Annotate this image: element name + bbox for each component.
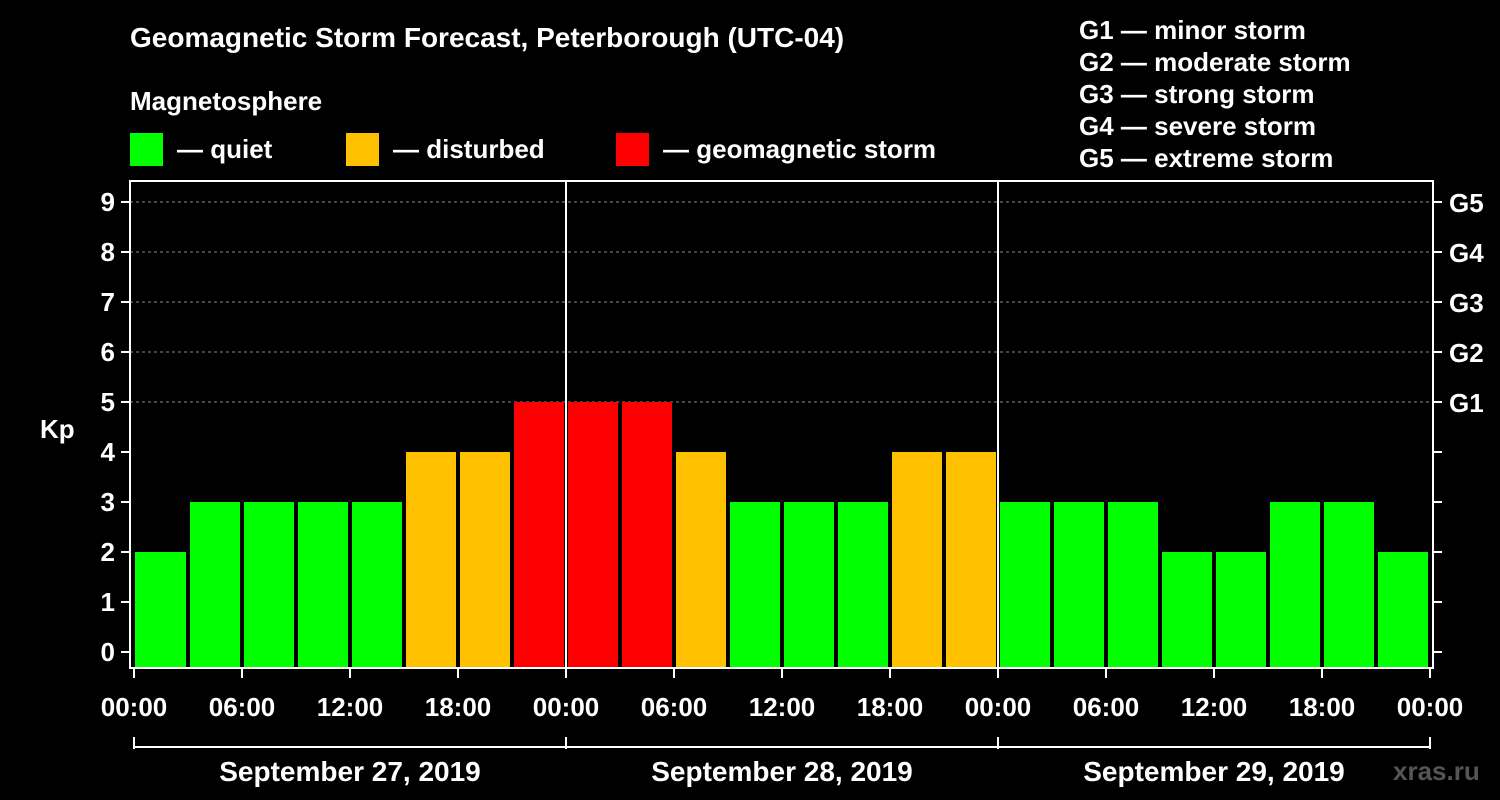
kp-bar	[730, 502, 780, 668]
kp-bar	[190, 502, 240, 668]
x-tick-label: 00:00	[101, 692, 168, 722]
kp-bar	[838, 502, 888, 668]
kp-bar	[1000, 502, 1050, 668]
y-tick-label: 3	[101, 487, 115, 517]
kp-bar	[1216, 552, 1266, 668]
kp-bar	[1270, 502, 1320, 668]
g-level-label: G5	[1449, 188, 1484, 218]
x-tick-label: 06:00	[209, 692, 276, 722]
kp-bar	[352, 502, 402, 668]
kp-bar	[1054, 502, 1104, 668]
y-tick-label: 9	[101, 187, 115, 217]
kp-bar	[298, 502, 348, 668]
kp-bar	[406, 452, 456, 668]
storm-level-legend: G1 — minor storm G2 — moderate storm G3 …	[1079, 14, 1351, 174]
g-level-label: G2	[1449, 338, 1484, 368]
x-tick-label: 06:00	[1073, 692, 1140, 722]
g-level-label: G1	[1449, 388, 1484, 418]
x-tick-label: 12:00	[317, 692, 384, 722]
y-axis-label: Kp	[40, 414, 75, 444]
kp-bar	[892, 452, 942, 668]
kp-bar	[135, 552, 186, 668]
y-tick-label: 8	[101, 237, 115, 267]
x-tick-label: 06:00	[641, 692, 708, 722]
day-label: September 28, 2019	[651, 756, 913, 787]
x-tick-label: 18:00	[425, 692, 492, 722]
kp-bar	[1108, 502, 1158, 668]
kp-bar	[568, 402, 618, 668]
g-level-label: G3	[1449, 288, 1484, 318]
kp-bar	[460, 452, 510, 668]
y-tick-label: 4	[101, 437, 116, 467]
watermark: xras.ru	[1393, 756, 1480, 786]
storm-level-g3: G3 — strong storm	[1079, 79, 1315, 109]
kp-bar	[514, 402, 564, 668]
legend-swatch-storm	[616, 132, 649, 166]
x-tick-label: 12:00	[1181, 692, 1248, 722]
legend-label-storm: — geomagnetic storm	[663, 133, 937, 164]
kp-bar	[1324, 502, 1374, 668]
legend-item-disturbed: — disturbed	[346, 132, 545, 166]
kp-bar	[622, 402, 672, 668]
y-tick-label: 1	[101, 587, 115, 617]
legend-swatch-quiet	[130, 132, 163, 166]
legend-label-quiet: — quiet	[177, 133, 273, 164]
kp-bar	[1162, 552, 1212, 668]
kp-bar	[244, 502, 294, 668]
storm-level-g1: G1 — minor storm	[1079, 15, 1306, 45]
x-tick-label: 12:00	[749, 692, 816, 722]
y-tick-label: 2	[101, 537, 115, 567]
x-tick-label: 18:00	[857, 692, 924, 722]
chart-title: Geomagnetic Storm Forecast, Peterborough…	[130, 22, 845, 53]
legend-item-quiet: — quiet	[130, 132, 272, 166]
x-tick-label: 00:00	[1397, 692, 1464, 722]
storm-level-g4: G4 — severe storm	[1079, 111, 1317, 141]
legend-label-disturbed: — disturbed	[393, 133, 545, 164]
storm-level-g5: G5 — extreme storm	[1079, 143, 1334, 173]
x-tick-label: 00:00	[965, 692, 1032, 722]
y-tick-label: 6	[101, 337, 115, 367]
y-tick-label: 0	[101, 637, 115, 667]
day-label: September 27, 2019	[219, 756, 481, 787]
g-level-label: G4	[1449, 238, 1484, 268]
y-tick-label: 7	[101, 287, 115, 317]
kp-bar	[784, 502, 834, 668]
kp-bar	[1378, 552, 1428, 668]
day-label: September 29, 2019	[1083, 756, 1345, 787]
y-tick-label: 5	[101, 387, 115, 417]
legend-item-storm: — geomagnetic storm	[616, 132, 936, 166]
legend-subtitle: Magnetosphere	[130, 86, 323, 116]
x-tick-label: 00:00	[533, 692, 600, 722]
storm-level-g2: G2 — moderate storm	[1079, 47, 1351, 77]
kp-bar	[676, 452, 726, 668]
legend-swatch-disturbed	[346, 132, 379, 166]
x-tick-label: 18:00	[1289, 692, 1356, 722]
kp-bar	[946, 452, 996, 668]
